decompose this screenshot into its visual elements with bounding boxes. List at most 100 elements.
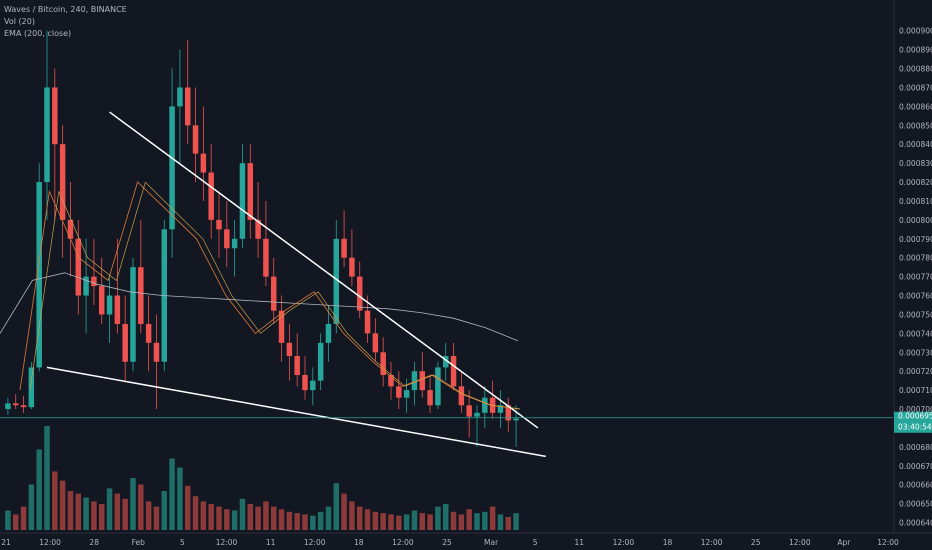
volume-bar: [310, 515, 316, 530]
volume-bar: [286, 511, 293, 530]
volume-bar: [302, 514, 308, 530]
candle: [145, 295, 152, 372]
candle: [325, 304, 332, 362]
candle: [130, 257, 136, 372]
volume-bar: [325, 506, 332, 530]
price-tick-label: 0.0006400: [899, 519, 932, 528]
volume-bar: [458, 514, 465, 530]
price-tick-label: 0.0006800: [899, 443, 932, 452]
time-tick-label: 5: [180, 538, 185, 547]
candle: [36, 163, 42, 372]
volume-bar: [91, 501, 97, 530]
volume-bar: [145, 501, 152, 530]
candle: [505, 397, 512, 432]
candle: [349, 229, 355, 287]
candle: [427, 374, 433, 413]
candle: [372, 318, 379, 362]
candle: [200, 106, 207, 201]
time-tick-label: Feb: [132, 538, 146, 547]
candle: [169, 68, 175, 258]
volume-bar: [216, 506, 222, 530]
volume-bar: [138, 484, 144, 530]
volume-bar: [513, 513, 519, 530]
legend-ema[interactable]: EMA (200, close): [4, 29, 72, 38]
lower-trendline[interactable]: [46, 366, 546, 458]
volume-bar: [28, 484, 35, 530]
volume-bar: [208, 504, 214, 530]
price-tick-label: 0.0008000: [899, 216, 932, 225]
volume-bar: [20, 506, 27, 530]
price-tick-label: 0.0008900: [899, 46, 932, 55]
price-tick-label: 0.0008600: [899, 102, 932, 111]
volume-bar: [380, 513, 386, 530]
time-tick-label: 5: [533, 538, 538, 547]
time-tick-label: 12:00: [877, 538, 899, 547]
candle: [255, 182, 261, 258]
time-tick-label: 28: [89, 538, 99, 547]
time-tick-label: 12:00: [216, 538, 238, 547]
volume-bar: [435, 506, 441, 530]
volume-bar: [83, 497, 89, 530]
candle: [278, 295, 285, 362]
volume-bar: [474, 513, 480, 530]
candle: [216, 191, 222, 258]
volume-bar: [411, 510, 418, 530]
legend-volume[interactable]: Vol (20): [4, 17, 35, 26]
volume-bar: [419, 513, 426, 530]
candle: [458, 371, 465, 413]
volume-bar: [75, 493, 82, 530]
time-tick-label: 18: [354, 538, 364, 547]
volume-bar: [52, 471, 58, 530]
last-price-label: 0.0006954: [898, 412, 932, 421]
price-axis-background[interactable]: [894, 0, 932, 550]
volume-bar: [192, 496, 199, 530]
volume-bar: [153, 506, 160, 530]
volume-bar: [317, 511, 324, 530]
price-tick-label: 0.0007500: [899, 310, 932, 319]
legend-symbol-title[interactable]: Waves / Bitcoin, 240, BINANCE: [4, 5, 127, 14]
candle: [396, 371, 402, 410]
volume-bar: [184, 485, 191, 530]
time-tick-label: 11: [266, 538, 276, 547]
candle: [91, 238, 97, 305]
volume-bar: [263, 501, 269, 530]
candle: [270, 257, 277, 324]
time-tick-label: 11: [575, 538, 585, 547]
price-tick-label: 0.0008800: [899, 65, 932, 74]
volume-bar: [388, 514, 394, 530]
price-tick-label: 0.0007800: [899, 254, 932, 263]
time-tick-label: 12:00: [392, 538, 414, 547]
price-tick-label: 0.0008200: [899, 178, 932, 187]
candle: [442, 342, 449, 381]
candle: [286, 323, 293, 381]
candle: [153, 314, 160, 410]
volume-bar: [231, 510, 238, 530]
upper-trendline[interactable]: [109, 111, 539, 429]
candle: [192, 87, 199, 183]
volume-bar: [59, 480, 66, 530]
candle: [208, 144, 214, 239]
candle: [247, 144, 254, 239]
price-tick-label: 0.0006500: [899, 500, 932, 509]
volume-bar: [161, 491, 168, 530]
countdown-label: 03:40:54: [898, 423, 932, 432]
candle: [59, 125, 66, 258]
candle: [310, 367, 316, 406]
candle: [419, 352, 426, 398]
candle: [224, 200, 230, 268]
volume-bar: [200, 501, 207, 530]
price-tick-label: 0.0008100: [899, 197, 932, 206]
volume-bar: [122, 498, 128, 530]
volume-bar: [364, 509, 371, 530]
candle: [106, 276, 113, 343]
volume-bar: [239, 498, 246, 530]
candle: [122, 295, 128, 381]
candle: [497, 390, 504, 428]
price-tick-label: 0.0007000: [899, 405, 932, 414]
candle: [239, 144, 246, 249]
price-tick-label: 0.0007900: [899, 235, 932, 244]
candle: [231, 219, 238, 277]
volume-bar: [349, 501, 355, 530]
volume-bar: [294, 513, 300, 530]
